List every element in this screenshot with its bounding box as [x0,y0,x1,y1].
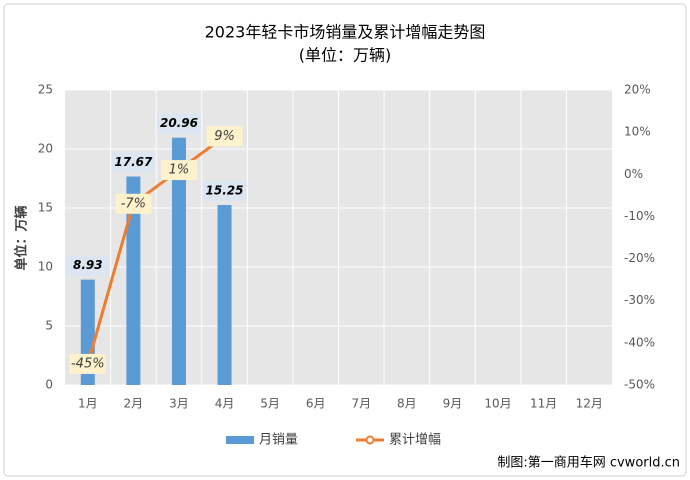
x-tick-label: 1月 [78,397,98,411]
y2-tick-label: 20% [624,83,651,97]
bar-value-label: 17.67 [114,155,153,169]
data-label-box [111,152,156,173]
data-label-box [156,113,201,134]
y-axis-label: 单位：万辆 [14,205,30,270]
line-value-label: -7% [121,196,146,211]
line-value-label: -45% [71,356,105,371]
bar [171,137,186,385]
x-tick-label: 7月 [351,397,371,411]
legend-label: 月销量 [259,433,298,448]
data-label-box [160,160,197,181]
x-tick-label: 2月 [124,397,144,411]
bar-value-label: 15.25 [206,184,244,198]
data-label-box [115,193,152,214]
y2-tick-label: -10% [624,209,655,223]
bar-value-label: 8.93 [73,258,103,272]
x-tick-label: 10月 [484,397,511,411]
bar [126,176,141,385]
line-value-label: 1% [169,163,190,178]
x-tick-label: 6月 [306,397,326,411]
y-tick-label: 25 [38,83,53,97]
chart-title: 2023年轻卡市场销量及累计增幅走势图 [205,23,486,42]
x-tick-label: 8月 [397,397,417,411]
y-tick-label: 0 [45,378,53,392]
data-label-box [69,353,106,374]
data-label-box [202,181,247,202]
line-value-label: 9% [214,129,235,144]
y2-tick-label: -50% [624,378,655,392]
legend-swatch [365,435,375,445]
x-tick-label: 3月 [169,397,189,411]
chart-subtitle: (单位：万辆) [299,46,392,65]
y2-tick-label: 10% [624,125,651,139]
legend-swatch [226,436,254,444]
y-tick-label: 20 [38,142,53,156]
x-tick-label: 12月 [576,397,603,411]
y2-tick-label: 0% [624,167,643,181]
line [86,135,226,365]
data-label-box [65,255,110,276]
y-tick-label: 15 [38,201,53,215]
legend-label: 累计增幅 [389,433,441,448]
x-tick-label: 9月 [443,397,463,411]
source: 制图:第一商用车网 cvworld.cn [497,455,680,471]
y2-tick-label: -20% [624,251,655,265]
y2-tick-label: -40% [624,335,655,349]
x-tick-label: 5月 [260,397,280,411]
x-tick-label: 11月 [530,397,557,411]
bar-value-label: 20.96 [160,116,198,130]
y-tick-label: 5 [45,319,53,333]
x-tick-label: 4月 [215,397,235,411]
y-tick-label: 10 [38,260,53,274]
y2-tick-label: -30% [624,293,655,307]
bar [217,205,232,385]
data-label-box [206,126,243,147]
